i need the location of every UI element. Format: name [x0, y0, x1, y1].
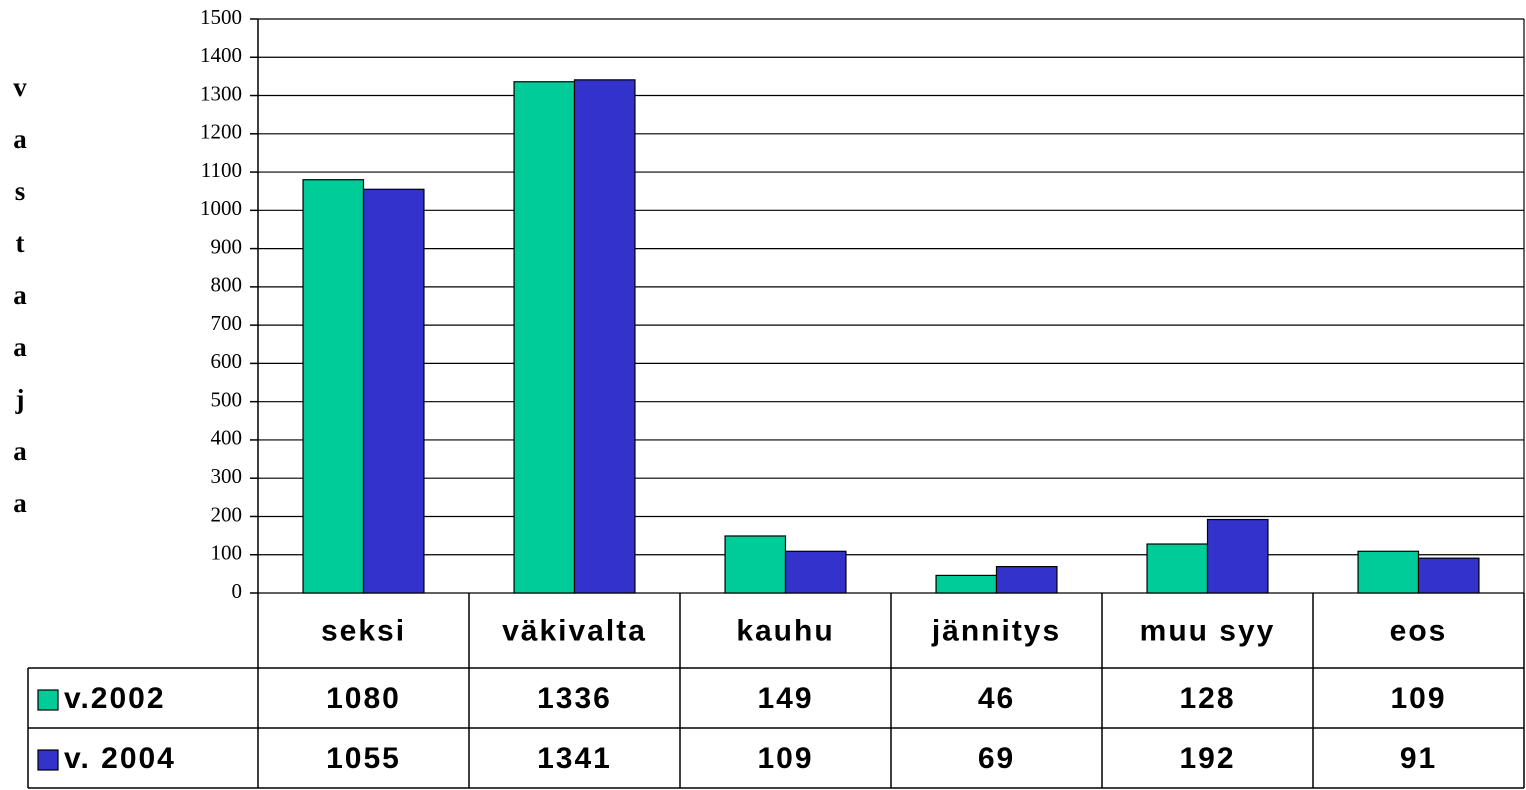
bar: [513, 81, 576, 594]
bar: [573, 79, 636, 594]
y-tick-label: 900: [211, 234, 243, 258]
table-value: 192: [1179, 742, 1235, 775]
legend-label: v.2002: [64, 682, 166, 715]
y-tick-label: 100: [211, 541, 243, 565]
y-tick-label: 1500: [200, 5, 242, 29]
table-value: 109: [1390, 682, 1446, 715]
table-value: 109: [757, 742, 813, 775]
x-tick-label: eos: [1390, 614, 1448, 647]
bar: [1417, 557, 1480, 594]
bar: [362, 188, 425, 594]
bar: [1206, 518, 1269, 594]
y-tick-label: 700: [211, 311, 243, 335]
y-tick-label: 300: [211, 464, 243, 488]
table-value: 1080: [326, 682, 401, 715]
x-tick-label: jännitys: [931, 614, 1061, 647]
y-tick-label: 1200: [200, 120, 242, 144]
y-tick-label: 800: [211, 273, 243, 297]
y-tick-label: 0: [232, 579, 243, 603]
y-tick-label: 1300: [200, 81, 242, 105]
y-axis-label: vastaajaa: [5, 72, 35, 540]
bar: [302, 179, 365, 594]
bar: [784, 550, 847, 594]
bar: [1357, 550, 1420, 594]
y-tick-label: 600: [211, 349, 243, 373]
y-tick-label: 1400: [200, 43, 242, 67]
x-tick-label: seksi: [321, 614, 406, 647]
bar: [724, 535, 787, 594]
table-value: 91: [1400, 742, 1437, 775]
table-value: 46: [978, 682, 1015, 715]
legend-swatch: [37, 749, 59, 771]
bar: [935, 574, 998, 594]
table-value: 1341: [537, 742, 612, 775]
table-value: 1055: [326, 742, 401, 775]
table-value: 128: [1179, 682, 1235, 715]
y-tick-label: 400: [211, 426, 243, 450]
y-tick-label: 1000: [200, 196, 242, 220]
table-value: 69: [978, 742, 1015, 775]
x-tick-label: kauhu: [736, 614, 834, 647]
table-value: 149: [757, 682, 813, 715]
x-tick-label: väkivalta: [502, 614, 647, 647]
legend-swatch: [37, 689, 59, 711]
table-value: 1336: [537, 682, 612, 715]
y-tick-label: 200: [211, 502, 243, 526]
x-tick-label: muu syy: [1140, 614, 1276, 647]
bar: [1146, 543, 1209, 594]
legend-label: v. 2004: [64, 742, 176, 775]
bar: [995, 565, 1058, 594]
y-tick-label: 500: [211, 387, 243, 411]
y-tick-label: 1100: [201, 158, 242, 182]
